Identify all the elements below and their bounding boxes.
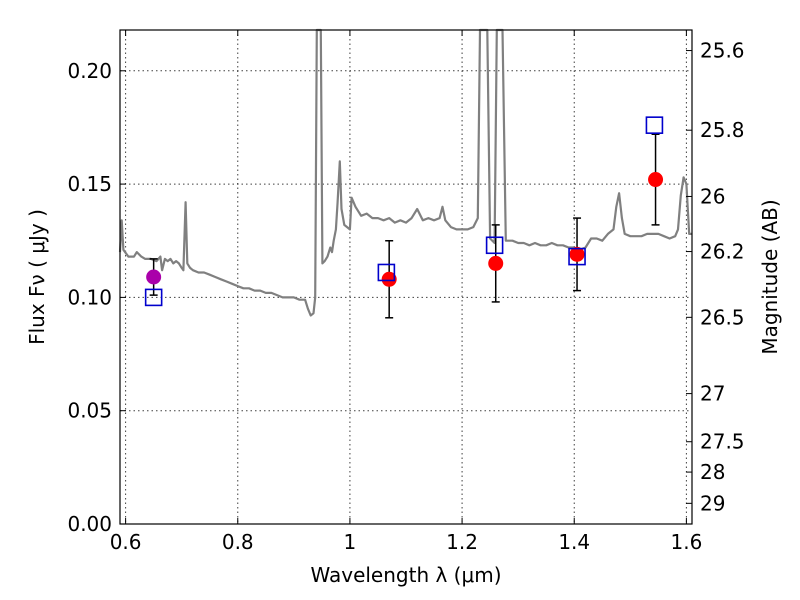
right-tick-label: 29 bbox=[700, 491, 725, 515]
x-tick-label: 1.4 bbox=[558, 530, 590, 554]
y-tick-label: 0.15 bbox=[67, 172, 112, 196]
right-tick-label: 26.5 bbox=[700, 305, 745, 329]
flux-point bbox=[488, 255, 504, 271]
y-tick-label: 0.20 bbox=[67, 59, 112, 83]
axis-labels: Wavelength λ (μm) Flux Fν ( μJy ) Magnit… bbox=[25, 199, 782, 587]
spectrum-line bbox=[118, 28, 692, 317]
flux-point bbox=[569, 246, 585, 262]
flux-point bbox=[146, 269, 162, 285]
x-tick-label: 0.6 bbox=[110, 530, 142, 554]
right-tick-label: 27 bbox=[700, 382, 725, 406]
model-square bbox=[568, 247, 586, 266]
y-tick-label: 0.10 bbox=[67, 285, 112, 309]
model-flux-squares bbox=[144, 116, 664, 307]
x-tick-label: 1.6 bbox=[670, 530, 702, 554]
model-square bbox=[144, 288, 163, 307]
plot-frame bbox=[119, 29, 693, 525]
y-axis-label: Flux Fν ( μJy ) bbox=[25, 209, 49, 345]
flux-point bbox=[648, 172, 664, 188]
model-square bbox=[645, 116, 664, 134]
model-square bbox=[377, 263, 396, 282]
x-tick-label: 0.8 bbox=[222, 530, 254, 554]
right-tick-label: 25.8 bbox=[700, 118, 745, 142]
model-spectrum bbox=[118, 28, 692, 317]
right-tick-label: 26.2 bbox=[700, 240, 745, 264]
x-axis-label: Wavelength λ (μm) bbox=[310, 563, 501, 587]
right-tick-label: 25.6 bbox=[700, 39, 745, 63]
model-square bbox=[485, 236, 504, 255]
y-tick-label: 0.00 bbox=[67, 512, 112, 536]
right-tick-label: 28 bbox=[700, 460, 725, 484]
observed-flux-points bbox=[146, 172, 664, 287]
x-tick-label: 1.2 bbox=[446, 530, 478, 554]
grid bbox=[120, 30, 692, 524]
error-bars bbox=[149, 133, 660, 319]
axis-ticks: 0.6 0.8 1 1.2 1.4 1.6 0.00 0.05 0.10 0.15 0.20 25.6… bbox=[67, 30, 745, 554]
x-tick-label: 1 bbox=[344, 530, 357, 554]
y-tick-label: 0.05 bbox=[67, 399, 112, 423]
right-tick-label: 27.5 bbox=[700, 430, 745, 454]
right-tick-label: 26 bbox=[700, 184, 725, 208]
right-axis-label: Magnitude (AB) bbox=[758, 199, 782, 354]
flux-point bbox=[381, 271, 397, 287]
